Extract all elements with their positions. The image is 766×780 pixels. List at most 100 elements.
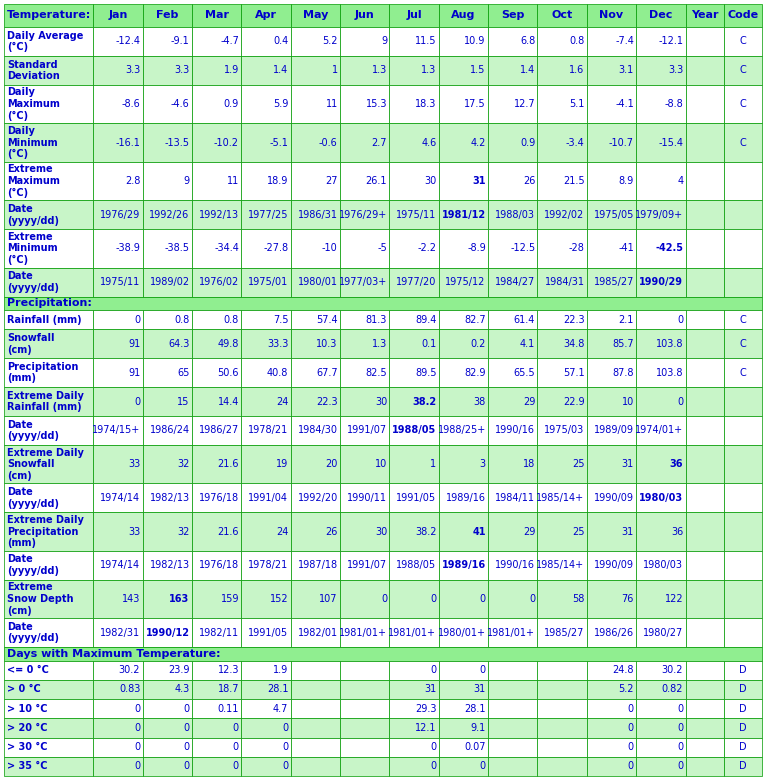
Text: 0: 0	[134, 743, 140, 752]
Bar	[724, 27, 762, 56]
Text: 28.1: 28.1	[267, 684, 288, 694]
Bar	[192, 200, 241, 229]
Bar	[439, 718, 488, 738]
Text: Daily
Maximum
(°C): Daily Maximum (°C)	[7, 87, 60, 121]
Text: -10.2: -10.2	[214, 137, 239, 147]
Bar	[93, 161, 142, 200]
Text: 1975/01: 1975/01	[248, 277, 288, 287]
Bar	[4, 27, 93, 56]
Bar	[93, 229, 142, 268]
Text: 1986/27: 1986/27	[198, 425, 239, 435]
Text: C: C	[740, 37, 746, 47]
Text: 1988/25+: 1988/25+	[437, 425, 486, 435]
Bar	[587, 329, 637, 358]
Text: 89.5: 89.5	[415, 367, 437, 378]
Bar	[488, 268, 538, 296]
Bar	[637, 123, 686, 161]
Bar	[290, 4, 340, 27]
Bar	[587, 4, 637, 27]
Text: 103.8: 103.8	[656, 367, 683, 378]
Bar	[192, 661, 241, 680]
Bar	[340, 387, 389, 416]
Bar	[637, 387, 686, 416]
Bar	[686, 619, 724, 647]
Bar	[340, 123, 389, 161]
Text: 12.7: 12.7	[513, 99, 535, 109]
Bar	[290, 699, 340, 718]
Text: 1988/05: 1988/05	[392, 425, 437, 435]
Bar	[389, 699, 439, 718]
Bar	[241, 123, 290, 161]
Text: Days with Maximum Temperature:: Days with Maximum Temperature:	[7, 649, 221, 659]
Text: 163: 163	[169, 594, 190, 604]
Text: 1981/01+: 1981/01+	[388, 628, 437, 637]
Bar	[142, 580, 192, 619]
Text: 10.3: 10.3	[316, 339, 338, 349]
Bar	[4, 161, 93, 200]
Bar	[4, 647, 762, 661]
Bar	[93, 699, 142, 718]
Bar	[290, 718, 340, 738]
Text: 29.3: 29.3	[415, 704, 437, 714]
Text: 0: 0	[677, 743, 683, 752]
Text: -4.6: -4.6	[171, 99, 190, 109]
Text: 1976/02: 1976/02	[198, 277, 239, 287]
Text: 0: 0	[430, 761, 437, 771]
Text: Mar: Mar	[205, 10, 228, 20]
Text: 10: 10	[375, 459, 387, 469]
Bar	[686, 161, 724, 200]
Text: 0.82: 0.82	[662, 684, 683, 694]
Bar	[439, 268, 488, 296]
Bar	[241, 738, 290, 757]
Text: 0: 0	[529, 594, 535, 604]
Bar	[340, 268, 389, 296]
Text: C: C	[740, 99, 746, 109]
Bar	[686, 85, 724, 123]
Bar	[439, 619, 488, 647]
Text: 32: 32	[177, 526, 190, 537]
Bar	[192, 619, 241, 647]
Bar	[587, 580, 637, 619]
Bar	[724, 445, 762, 484]
Bar	[142, 229, 192, 268]
Text: 1991/04: 1991/04	[248, 493, 288, 503]
Bar	[439, 200, 488, 229]
Text: 1992/26: 1992/26	[149, 210, 190, 220]
Bar	[488, 580, 538, 619]
Text: 58: 58	[572, 594, 584, 604]
Text: 0.1: 0.1	[421, 339, 437, 349]
Bar	[340, 580, 389, 619]
Bar	[241, 200, 290, 229]
Bar	[686, 718, 724, 738]
Bar	[587, 310, 637, 329]
Text: 36: 36	[671, 526, 683, 537]
Bar	[538, 358, 587, 387]
Text: 1976/18: 1976/18	[199, 493, 239, 503]
Text: 1989/16: 1989/16	[442, 560, 486, 570]
Text: 1977/20: 1977/20	[396, 277, 437, 287]
Bar	[340, 551, 389, 580]
Bar	[192, 56, 241, 85]
Text: Jul: Jul	[406, 10, 422, 20]
Text: 3.3: 3.3	[668, 66, 683, 76]
Bar	[192, 161, 241, 200]
Bar	[241, 56, 290, 85]
Text: D: D	[739, 743, 747, 752]
Text: 0.9: 0.9	[520, 137, 535, 147]
Text: 1979/09+: 1979/09+	[635, 210, 683, 220]
Bar	[142, 85, 192, 123]
Bar	[389, 85, 439, 123]
Text: 41: 41	[473, 526, 486, 537]
Bar	[389, 268, 439, 296]
Text: 0: 0	[381, 594, 387, 604]
Text: 18.7: 18.7	[218, 684, 239, 694]
Bar	[538, 661, 587, 680]
Bar	[340, 4, 389, 27]
Bar	[439, 161, 488, 200]
Text: 15.3: 15.3	[365, 99, 387, 109]
Bar	[686, 310, 724, 329]
Text: 4.7: 4.7	[273, 704, 288, 714]
Bar	[488, 200, 538, 229]
Bar	[538, 56, 587, 85]
Text: 1.4: 1.4	[520, 66, 535, 76]
